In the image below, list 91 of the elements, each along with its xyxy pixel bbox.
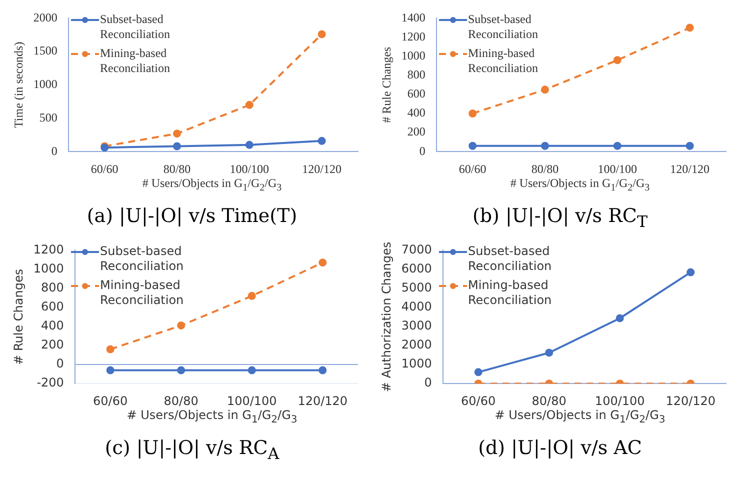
x-axis-title: # Users/Objects in G$_{1}$/G$_{2}$/G$_{3}$ [509, 176, 651, 194]
x-tick-label: 60/60 [458, 162, 486, 176]
point [177, 366, 186, 374]
text: (d) |U|-|O| v/s AC [477, 437, 643, 460]
y-tick-label: 1000 [401, 48, 426, 62]
x-tick-label: 80/80 [532, 394, 566, 408]
y-tick-label: 1000 [33, 261, 64, 276]
point [173, 130, 181, 138]
x-axis-title: # Users/Objects in G$_{1}$/G$_{2}$/G$_{3}$ [126, 408, 298, 426]
y-axis-title: # Authorization Changes [379, 242, 394, 392]
y-tick-label: 6000 [401, 261, 432, 276]
point [468, 109, 477, 118]
point [613, 56, 622, 64]
x-tick-label: 60/60 [90, 162, 118, 176]
x-tick-label: 100/100 [598, 162, 638, 176]
legend-label: Subset-based Reconciliation [468, 12, 539, 42]
y-tick-label: 400 [407, 106, 426, 120]
x-axis-title: # Users/Objects in G$_{1}$/G$_{2}$/G$_{3}$ [494, 408, 666, 426]
y-tick-label: 400 [41, 318, 64, 333]
legend-label: Mining-based Reconciliation [468, 278, 553, 308]
y-tick-label: 2000 [33, 10, 58, 24]
x-tick-label: 80/80 [164, 394, 198, 408]
point [686, 24, 694, 32]
point [541, 142, 549, 150]
x-tick-label: 120/120 [670, 162, 710, 176]
x-axis-title: # Users/Objects in G$_{1}$/G$_{2}$/G$_{3}$ [141, 176, 283, 194]
x-tick-label: 120/120 [666, 394, 716, 408]
y-tick-label: 600 [407, 86, 426, 101]
point [545, 348, 554, 357]
y-axis-title: Time (in seconds) [11, 42, 26, 128]
y-tick-label: 200 [407, 124, 426, 139]
x-tick-label: 60/60 [461, 394, 496, 408]
legend-label: Subset-based Reconciliation [100, 244, 185, 274]
y-tick-label: 1200 [401, 29, 426, 44]
y-tick-label: 200 [41, 338, 64, 352]
point [318, 30, 326, 38]
x-tick-label: 120/120 [302, 162, 342, 176]
y-tick-label: 1000 [33, 77, 58, 92]
point [686, 142, 694, 150]
legend-label: Mining-based Reconciliation [100, 278, 185, 308]
point [177, 321, 186, 330]
point [318, 258, 327, 267]
point [468, 142, 477, 150]
x-tick-label: 120/120 [298, 394, 348, 408]
y-tick-label: 0 [424, 376, 432, 390]
x-tick-label: 100/100 [230, 162, 270, 176]
point [248, 292, 256, 300]
x-tick-label: 80/80 [531, 162, 559, 176]
text: (b) |U|-|O| v/s RC$_{T}$ [471, 205, 648, 232]
x-tick-label: 60/60 [93, 394, 128, 408]
point [245, 100, 254, 109]
text: (c) |U|-|O| v/s RC$_{A}$ [104, 437, 280, 464]
point [248, 366, 256, 374]
y-tick-label: 3000 [401, 318, 432, 333]
y-tick-label: 0 [51, 144, 58, 158]
y-tick-label: 7000 [401, 242, 432, 256]
legend-label: Subset-based Reconciliation [100, 12, 171, 42]
y-tick-label: 5000 [401, 280, 432, 294]
point [474, 368, 482, 376]
point [245, 140, 254, 149]
y-axis-title: # Rule Changes [379, 46, 394, 123]
y-tick-label: 600 [41, 299, 64, 314]
y-axis-title: # Rule Changes [11, 268, 26, 365]
point [686, 268, 695, 276]
x-tick-label: 100/100 [226, 394, 277, 408]
legend-label: Mining-based Reconciliation [100, 46, 171, 76]
y-tick-label: 800 [407, 68, 426, 82]
y-tick-label: 1500 [33, 44, 58, 58]
x-tick-label: 80/80 [163, 162, 191, 176]
point [318, 136, 326, 145]
point [613, 142, 622, 150]
point [541, 86, 549, 94]
y-tick-label: 500 [39, 110, 58, 124]
text: (a) |U|-|O| v/s Time(T) [86, 205, 298, 228]
point [173, 142, 181, 150]
point [318, 366, 327, 374]
point [616, 314, 624, 322]
y-tick-label: 2000 [401, 338, 432, 352]
y-tick-label: 0 [56, 356, 64, 371]
y-tick-label: 4000 [401, 299, 432, 314]
y-tick-label: 0 [419, 144, 426, 158]
legend-label: Mining-based Reconciliation [468, 46, 539, 76]
point [106, 345, 114, 354]
y-tick-label: 1400 [401, 10, 426, 24]
point [106, 366, 114, 374]
x-tick-label: 100/100 [594, 394, 645, 408]
y-tick-label: -200 [36, 376, 64, 390]
y-tick-label: 800 [41, 280, 64, 294]
y-tick-label: 1200 [33, 242, 64, 256]
legend-label: Subset-based Reconciliation [468, 244, 553, 274]
y-tick-label: 1000 [401, 356, 432, 371]
